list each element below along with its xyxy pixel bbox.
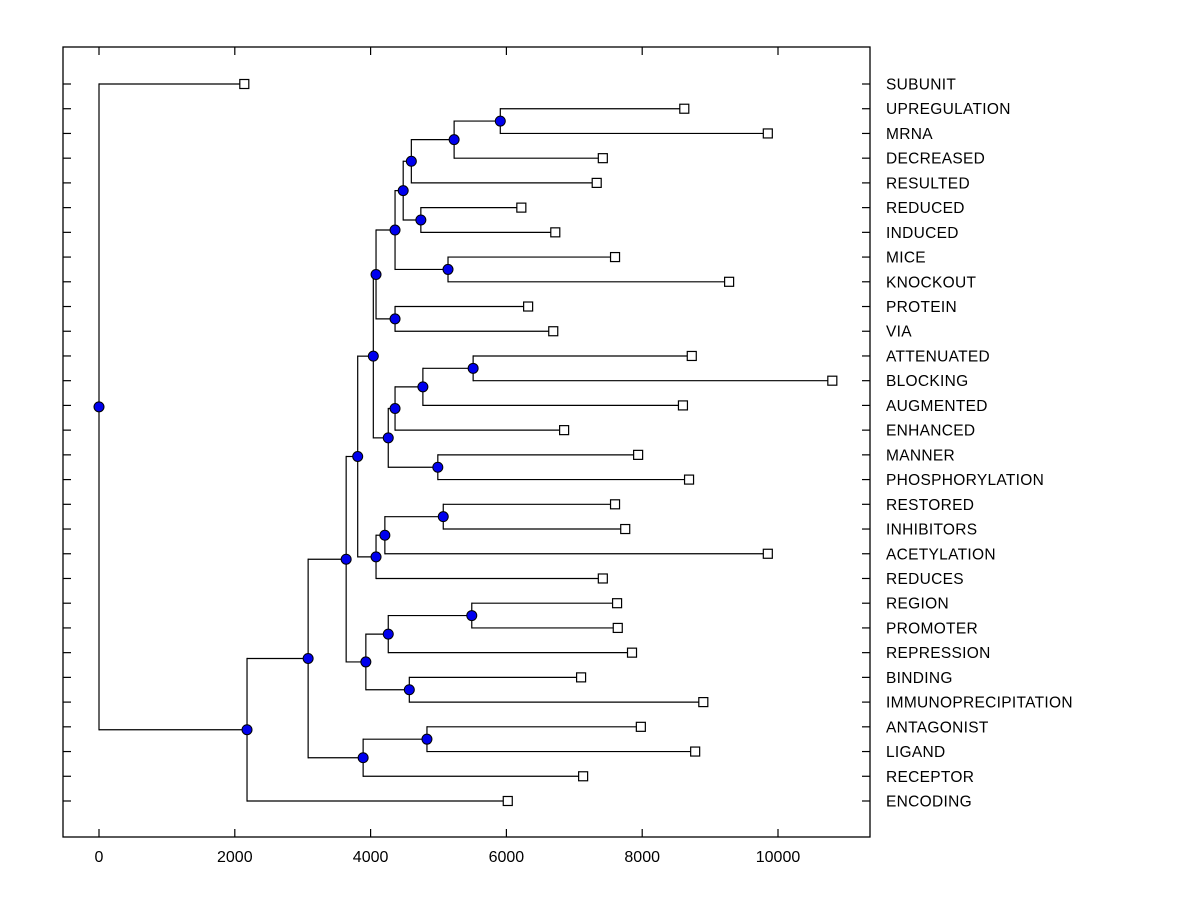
leaf-label: AUGMENTED (886, 398, 988, 415)
internal-node-marker (370, 268, 382, 280)
internal-node-marker (352, 451, 364, 463)
internal-node-marker (382, 628, 394, 640)
leaf-label: MICE (886, 250, 926, 267)
internal-node-marker (340, 553, 352, 565)
leaf-label: UPREGULATION (886, 101, 1011, 118)
leaf-label: IMMUNOPRECIPITATION (886, 695, 1073, 712)
internal-node-marker (360, 656, 372, 668)
internal-node-marker (367, 350, 379, 362)
leaf-label: BINDING (886, 670, 953, 687)
internal-node-marker (302, 652, 314, 664)
internal-node-marker (494, 115, 506, 127)
x-tick-label: 6000 (489, 849, 525, 866)
leaf-square-marker (679, 103, 690, 114)
x-tick-label: 2000 (217, 849, 253, 866)
x-tick-label: 8000 (624, 849, 660, 866)
leaf-label: MANNER (886, 447, 955, 464)
leaf-label: INDUCED (886, 225, 959, 242)
leaf-square-marker (762, 128, 773, 139)
leaf-label: REDUCES (886, 571, 964, 588)
leaf-label: REGION (886, 596, 949, 613)
leaf-square-marker (612, 622, 623, 634)
leaf-square-marker (690, 746, 701, 757)
internal-node-marker (415, 214, 427, 226)
leaf-label: ENHANCED (886, 423, 975, 440)
leaf-square-marker (698, 696, 709, 708)
leaf-square-marker (633, 449, 644, 460)
internal-node-marker (382, 432, 394, 444)
internal-node-marker (389, 403, 401, 415)
leaf-label: LIGAND (886, 744, 946, 761)
leaf-label: REDUCED (886, 200, 965, 217)
leaf-square-marker (677, 400, 689, 411)
leaf-label: PHOSPHORYLATION (886, 472, 1044, 489)
internal-node-marker (466, 610, 478, 622)
leaf-label: PROMOTER (886, 620, 978, 637)
x-tick-label: 0 (95, 849, 104, 866)
leaf-label: BLOCKING (886, 373, 969, 390)
internal-node-marker (448, 134, 460, 146)
internal-node-marker (437, 511, 449, 523)
leaf-square-marker (762, 548, 773, 559)
leaf-label: VIA (886, 324, 912, 341)
leaf-label: RESTORED (886, 497, 974, 514)
leaf-label: ATTENUATED (886, 348, 990, 365)
x-tick-label: 10000 (756, 849, 801, 866)
leaf-square-marker (239, 78, 250, 90)
leaf-square-marker (559, 425, 570, 436)
internal-node-marker (417, 381, 429, 393)
leaf-label: ACETYLATION (886, 546, 996, 563)
leaf-square-marker (620, 523, 631, 535)
leaf-label: ENCODING (886, 793, 972, 810)
leaf-square-marker (575, 672, 587, 683)
x-tick-label: 4000 (353, 849, 389, 866)
leaf-label: SUBUNIT (886, 77, 956, 94)
internal-node-marker (397, 185, 409, 197)
leaf-square-marker (686, 350, 697, 362)
leaf-square-marker (516, 202, 527, 213)
internal-node-marker (370, 551, 382, 563)
internal-node-marker (379, 529, 391, 541)
internal-node-marker (432, 461, 444, 473)
internal-node-marker (389, 313, 401, 325)
leaf-label: RESULTED (886, 175, 970, 192)
internal-node-marker (442, 263, 454, 275)
internal-node-marker (421, 733, 433, 745)
plot-border (62, 46, 871, 838)
leaf-square-marker (578, 771, 589, 782)
leaf-label: DECREASED (886, 151, 985, 168)
leaf-square-marker (502, 795, 513, 807)
leaf-label: ANTAGONIST (886, 719, 989, 736)
leaf-square-marker (523, 301, 534, 312)
leaf-label: KNOCKOUT (886, 274, 976, 291)
internal-node-marker (389, 224, 401, 236)
leaf-square-marker (611, 598, 623, 609)
leaf-square-marker (548, 326, 559, 337)
leaf-square-marker (635, 721, 646, 732)
internal-node-marker (405, 155, 417, 167)
leaf-square-marker (597, 573, 608, 584)
leaf-label: RECEPTOR (886, 769, 974, 786)
internal-node-marker (241, 724, 253, 736)
leaf-label: REPRESSION (886, 645, 991, 662)
leaf-square-marker (609, 251, 621, 263)
internal-node-marker (93, 401, 105, 413)
leaf-square-marker (609, 499, 621, 510)
leaf-square-marker (626, 647, 638, 658)
leaf-square-marker (550, 227, 561, 238)
leaf-label: PROTEIN (886, 299, 957, 316)
leaf-label: MRNA (886, 126, 933, 143)
leaf-square-marker (683, 474, 695, 485)
leaf-square-marker (591, 177, 602, 188)
leaf-square-marker (827, 375, 838, 386)
leaf-square-marker (724, 276, 735, 287)
internal-node-marker (357, 752, 369, 764)
internal-node-marker (467, 362, 479, 374)
leaf-square-marker (597, 153, 608, 164)
leaf-label: INHIBITORS (886, 522, 977, 539)
internal-node-marker (403, 684, 415, 696)
